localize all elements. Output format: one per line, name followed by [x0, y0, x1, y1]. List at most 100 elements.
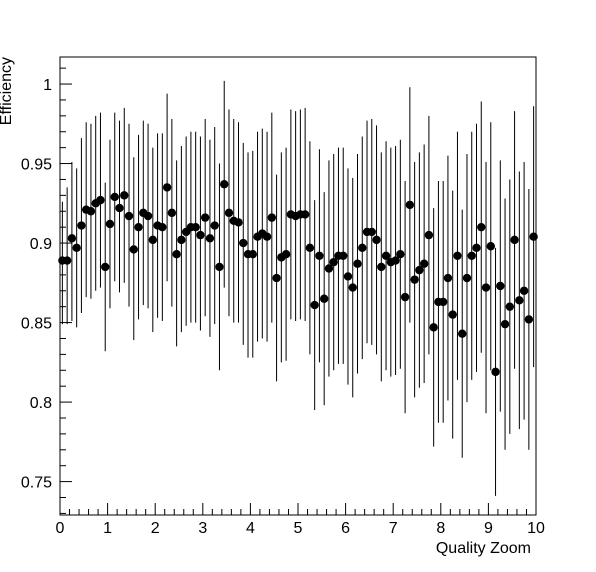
x-tick-label: 8 [436, 520, 445, 537]
data-point [77, 221, 86, 230]
data-point [458, 329, 467, 338]
data-point [477, 222, 486, 232]
x-tick-label: 6 [341, 520, 350, 537]
data-point [120, 191, 129, 200]
y-tick-label: 0.8 [30, 395, 52, 412]
data-point [143, 211, 153, 221]
data-point [191, 222, 200, 232]
x-axis-label: Quality Zoom [436, 540, 531, 557]
data-point [324, 264, 334, 273]
marker-group [58, 180, 538, 377]
data-point [515, 296, 524, 305]
minor-tick-group [60, 67, 527, 515]
data-point [500, 319, 510, 329]
data-point [496, 281, 505, 291]
data-point [391, 256, 400, 265]
data-point [491, 367, 500, 377]
data-point [443, 273, 453, 283]
x-tick-labels: 0 1 2 3 4 5 6 7 8 9 10 [56, 520, 545, 537]
data-point [448, 310, 457, 319]
data-point [134, 222, 143, 232]
data-point [210, 221, 219, 230]
data-point [524, 315, 534, 324]
major-tick-group [59, 83, 537, 515]
x-tick-label: 5 [294, 520, 303, 537]
data-point [472, 243, 481, 253]
data-point [339, 251, 348, 260]
x-tick-label: 4 [246, 520, 255, 537]
x-tick-label: 2 [151, 520, 160, 537]
y-tick-label: 0.75 [21, 475, 52, 492]
data-point [205, 234, 215, 243]
data-point [200, 213, 210, 222]
data-point [62, 256, 72, 265]
data-point [196, 230, 205, 240]
data-point [367, 227, 376, 237]
data-point [86, 207, 96, 216]
data-point [358, 243, 367, 253]
data-point [519, 286, 529, 295]
data-point [405, 200, 415, 210]
x-tick-label: 7 [389, 520, 398, 537]
x-tick-label: 1 [103, 520, 112, 537]
x-tick-label: 10 [527, 520, 545, 537]
data-point [348, 283, 357, 292]
data-point [129, 245, 138, 254]
data-point [438, 297, 448, 307]
data-point [148, 235, 158, 245]
data-point [67, 234, 77, 243]
x-tick-label: 0 [56, 520, 65, 537]
data-point [267, 213, 277, 222]
data-point [372, 235, 381, 245]
data-point [329, 257, 338, 267]
data-point [310, 300, 319, 310]
data-point [481, 283, 491, 292]
data-point [215, 262, 224, 272]
data-point [115, 203, 124, 213]
data-point [462, 273, 472, 283]
data-point [353, 259, 362, 268]
data-point [96, 195, 105, 205]
plot-frame [59, 56, 537, 516]
data-point [220, 180, 229, 189]
data-point [424, 230, 434, 240]
data-point [419, 259, 429, 268]
data-point [305, 243, 315, 253]
x-tick-label: 9 [484, 520, 493, 537]
data-point [177, 235, 186, 245]
data-point [467, 251, 476, 260]
data-point [300, 210, 310, 219]
data-point [101, 262, 110, 272]
data-point [239, 238, 248, 248]
y-axis-label: Efficiency [0, 57, 15, 125]
data-point [110, 192, 119, 202]
data-point [415, 265, 424, 275]
data-point [281, 249, 291, 259]
data-point [429, 323, 438, 332]
data-point [319, 294, 329, 303]
y-tick-label: 0.95 [21, 157, 52, 174]
data-point [505, 302, 515, 311]
data-point [124, 211, 134, 221]
data-point [510, 235, 519, 245]
y-tick-labels: 0.75 0.8 0.85 0.9 0.95 1 [21, 77, 52, 492]
data-point [172, 249, 181, 259]
data-point [381, 251, 391, 260]
data-point [158, 222, 167, 232]
data-point [343, 272, 353, 281]
data-point [262, 232, 272, 241]
y-tick-label: 0.9 [30, 236, 52, 253]
data-point [486, 242, 495, 251]
data-point [167, 208, 177, 218]
data-point [72, 243, 81, 253]
data-point [529, 232, 538, 241]
y-tick-label: 1 [43, 77, 52, 94]
data-point [315, 251, 324, 260]
data-point [248, 249, 257, 259]
data-point [396, 249, 405, 259]
data-point [377, 262, 386, 272]
data-point [272, 273, 281, 283]
data-point [234, 218, 243, 227]
data-point [410, 275, 419, 284]
